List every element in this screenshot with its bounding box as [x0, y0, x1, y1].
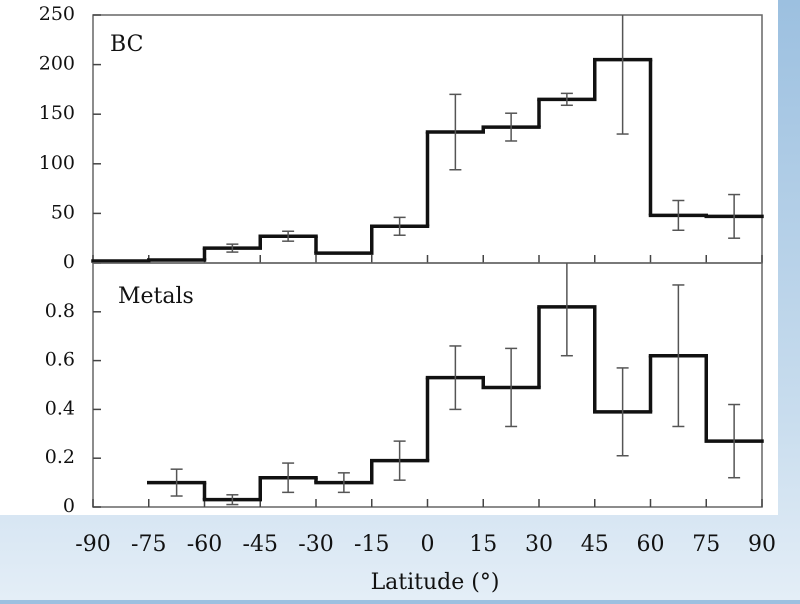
plot-background: [0, 0, 778, 515]
x-tick-label: -45: [243, 532, 278, 557]
x-tick-label: -30: [298, 532, 333, 557]
y-tick-label: 50: [51, 201, 75, 223]
y-tick-label: 200: [39, 53, 75, 75]
x-tick-label: -15: [354, 532, 389, 557]
x-tick-label: -60: [187, 532, 222, 557]
y-tick-label: 0.2: [45, 446, 75, 468]
y-tick-label: 0.8: [45, 300, 75, 322]
y-tick-label: 100: [39, 152, 75, 174]
y-tick-label: 0.4: [45, 397, 75, 419]
x-tick-label: 0: [421, 532, 435, 557]
x-tick-label: 30: [525, 532, 553, 557]
panel-label: BC: [110, 32, 143, 57]
x-tick-label: 45: [581, 532, 609, 557]
x-axis-label: Latitude (°): [371, 570, 500, 595]
y-tick-label: 250: [39, 3, 75, 25]
x-tick-label: -75: [131, 532, 166, 557]
panel-label: Metals: [118, 284, 194, 309]
x-tick-label: 90: [748, 532, 776, 557]
y-tick-label: 150: [39, 102, 75, 124]
y-tick-label: 0.6: [45, 349, 75, 371]
y-tick-label: 0: [63, 251, 75, 273]
x-tick-label: 60: [637, 532, 665, 557]
x-tick-label: 75: [692, 532, 720, 557]
x-tick-label: -90: [75, 532, 110, 557]
y-tick-label: 0: [63, 495, 75, 517]
x-tick-label: 15: [469, 532, 497, 557]
